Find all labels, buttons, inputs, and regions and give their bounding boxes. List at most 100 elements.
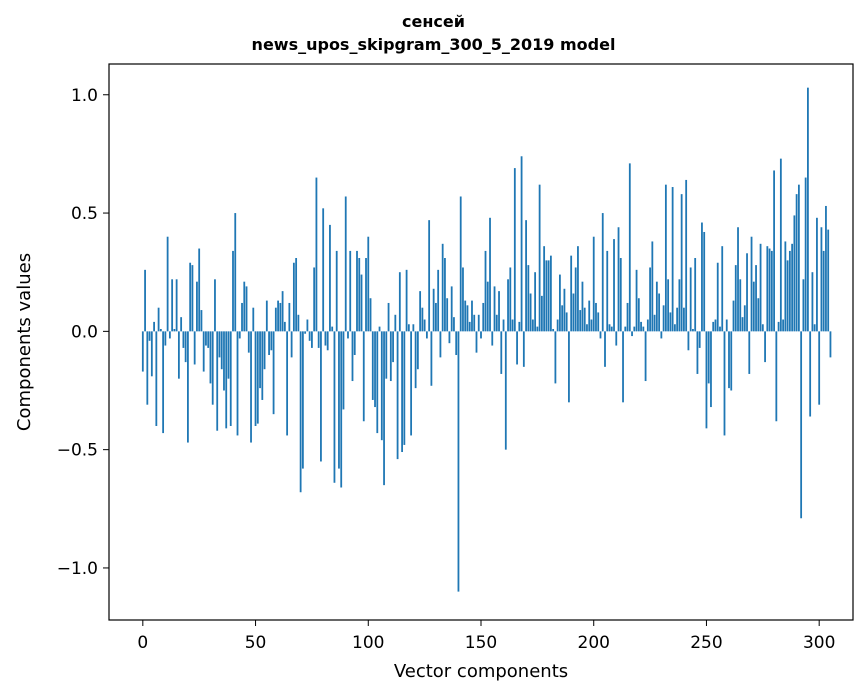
bar-194 [579,310,582,332]
x-tick-label: 150 [465,633,497,653]
bar-99 [365,258,367,332]
bar-273 [757,298,760,332]
bar-170 [525,220,527,332]
bar-300 [818,331,821,405]
bar-292 [800,331,803,519]
bar-274 [759,243,762,332]
bar-161 [504,331,507,450]
bar-256 [719,326,721,332]
bar-266 [741,317,744,332]
bar-3 [148,331,151,341]
bar-75 [311,331,313,348]
bar-172 [529,293,532,332]
bar-115 [401,331,403,453]
bar-118 [407,324,410,332]
bar-0 [141,331,144,372]
bar-142 [462,267,464,332]
bar-61 [279,302,282,332]
bar-86 [335,250,338,332]
bar-178 [543,246,546,332]
bar-27 [202,331,205,372]
bar-282 [777,321,780,332]
bar-51 [256,331,259,424]
bar-229 [658,293,661,332]
bar-254 [714,319,717,332]
bar-192 [574,267,577,332]
bar-176 [538,184,541,332]
bar-53 [261,331,264,400]
bar-133 [441,243,444,332]
y-tick-label: 1.0 [71,86,98,106]
x-tick-label: 100 [352,633,384,653]
bar-241 [685,179,688,332]
bar-54 [263,331,266,370]
bar-121 [414,331,417,389]
bar-141 [459,196,462,332]
bar-150 [480,331,482,339]
bar-81 [324,331,327,346]
bar-197 [586,324,588,332]
bar-56 [268,331,270,356]
bar-262 [732,300,735,332]
bar-152 [484,250,487,332]
bar-283 [779,158,782,332]
bar-49 [252,307,255,332]
bar-249 [703,231,706,332]
bar-294 [804,177,807,332]
bar-212 [619,258,622,332]
bar-66 [290,331,293,358]
bar-151 [482,302,485,332]
bar-191 [572,293,575,332]
bar-31 [211,331,214,405]
bar-128 [430,331,433,386]
bar-277 [766,246,769,332]
bar-40 [232,250,234,332]
bar-149 [477,314,480,332]
bar-220 [637,298,640,332]
bar-24 [196,281,198,332]
bar-90 [344,196,347,332]
y-axis-label: Components values [14,253,35,431]
bar-203 [599,331,602,339]
bar-122 [416,331,419,370]
bar-45 [243,281,246,332]
bar-281 [775,331,778,422]
bar-190 [570,255,573,332]
bar-263 [734,265,737,332]
bar-8 [159,328,162,332]
bar-109 [387,302,390,332]
bar-235 [671,187,674,332]
bar-183 [554,331,557,384]
bar-155 [491,331,494,346]
bar-259 [725,319,728,332]
bar-173 [531,319,534,332]
bar-247 [698,331,701,348]
bar-154 [489,217,491,332]
bar-270 [750,236,753,332]
bar-208 [610,326,613,332]
bar-13 [171,279,174,332]
bar-246 [696,331,699,374]
bar-58 [272,331,275,415]
bar-206 [606,250,609,332]
bar-129 [432,288,435,332]
bar-237 [676,307,679,332]
bar-116 [403,331,406,445]
bar-63 [283,321,286,332]
bar-144 [466,305,469,332]
bar-290 [795,194,798,332]
bar-92 [349,250,352,332]
bar-148 [475,331,478,353]
bar-215 [626,302,629,332]
bar-70 [299,331,302,493]
bar-298 [813,324,816,332]
bar-214 [624,326,627,332]
chart-title-line1: сенсей [402,12,465,31]
bar-193 [577,246,579,332]
bar-189 [568,331,570,403]
bar-232 [664,184,667,332]
bar-83 [329,224,331,332]
bar-181 [549,255,552,332]
bar-179 [545,260,548,332]
bar-103 [374,331,376,408]
